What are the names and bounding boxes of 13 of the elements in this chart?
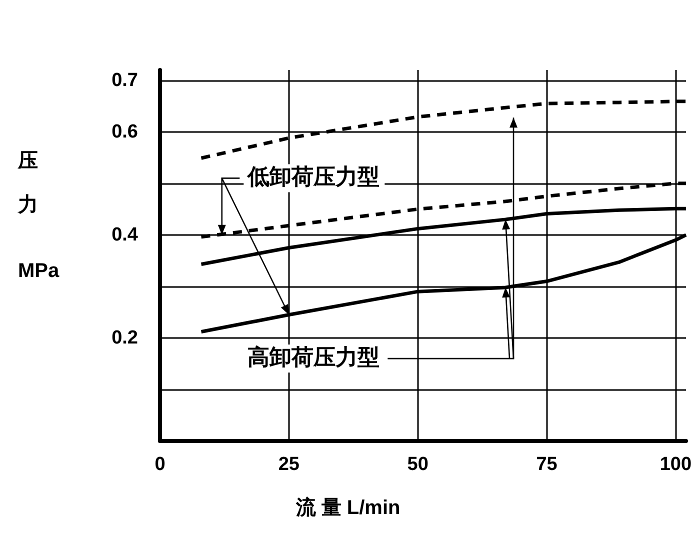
x-tick-label: 100 [660, 454, 692, 475]
y-tick-label: 0.7 [112, 70, 138, 91]
annotation: 高卸荷压力型 [248, 344, 380, 370]
annotation: 低卸荷压力型 [246, 164, 380, 190]
x-tick-label: 25 [278, 454, 300, 475]
x-axis-title: 流 量 L/min [294, 496, 400, 519]
text: 压力 MPa [18, 150, 60, 282]
y-tick-label: 0.6 [112, 121, 138, 142]
y-tick-label: 0.4 [112, 224, 138, 246]
y-tick-label: 0.2 [112, 327, 138, 348]
x-tick-label: 50 [407, 454, 428, 475]
x-tick-label: 0 [154, 454, 166, 475]
x-tick-label: 75 [536, 454, 558, 475]
